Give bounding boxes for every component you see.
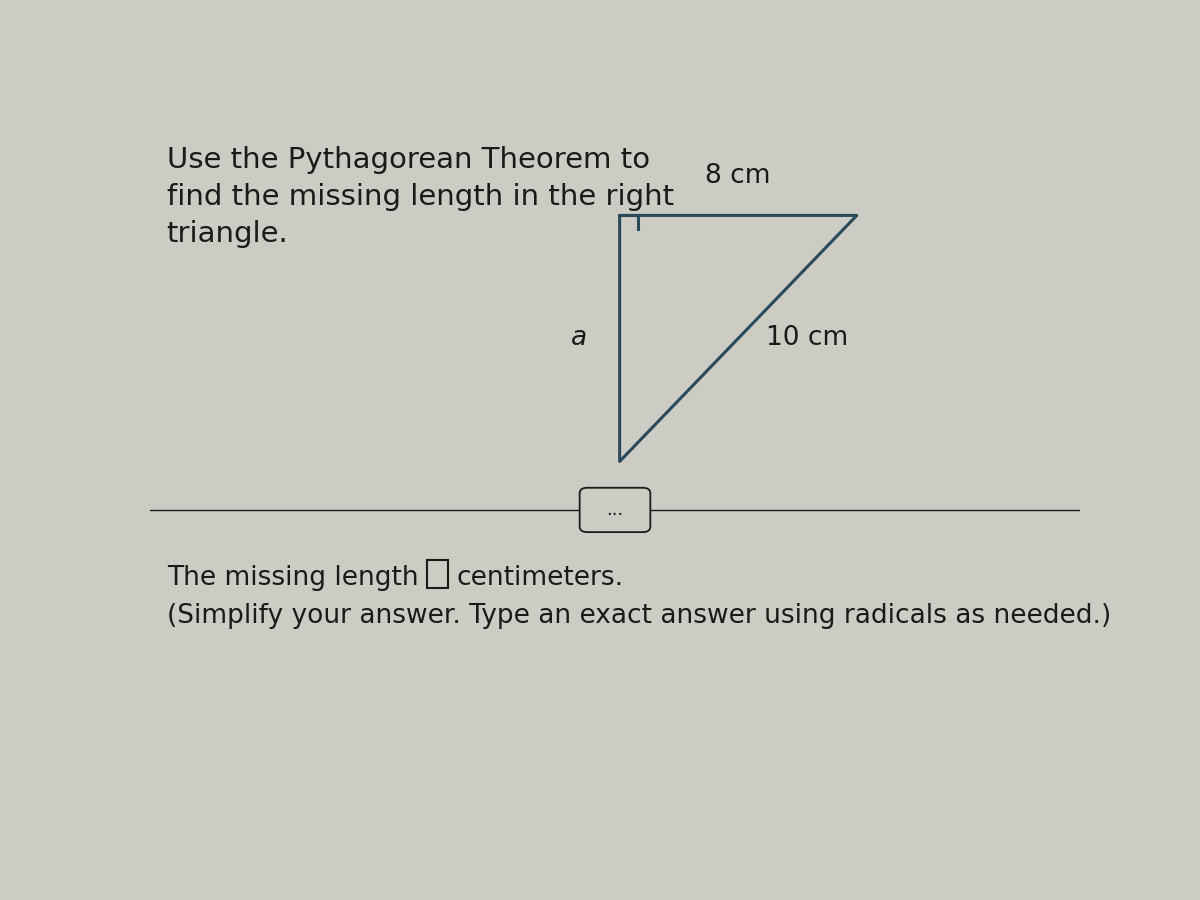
FancyBboxPatch shape [580, 488, 650, 532]
Text: a: a [571, 326, 587, 351]
Text: centimeters.: centimeters. [457, 565, 624, 591]
Text: 10 cm: 10 cm [766, 326, 848, 351]
Text: (Simplify your answer. Type an exact answer using radicals as needed.): (Simplify your answer. Type an exact ans… [167, 604, 1111, 629]
Bar [427, 560, 448, 588]
Text: The missing length is: The missing length is [167, 565, 448, 591]
Text: ...: ... [606, 501, 624, 519]
Text: 8 cm: 8 cm [706, 163, 770, 189]
Text: Use the Pythagorean Theorem to
find the missing length in the right
triangle.: Use the Pythagorean Theorem to find the … [167, 146, 674, 248]
